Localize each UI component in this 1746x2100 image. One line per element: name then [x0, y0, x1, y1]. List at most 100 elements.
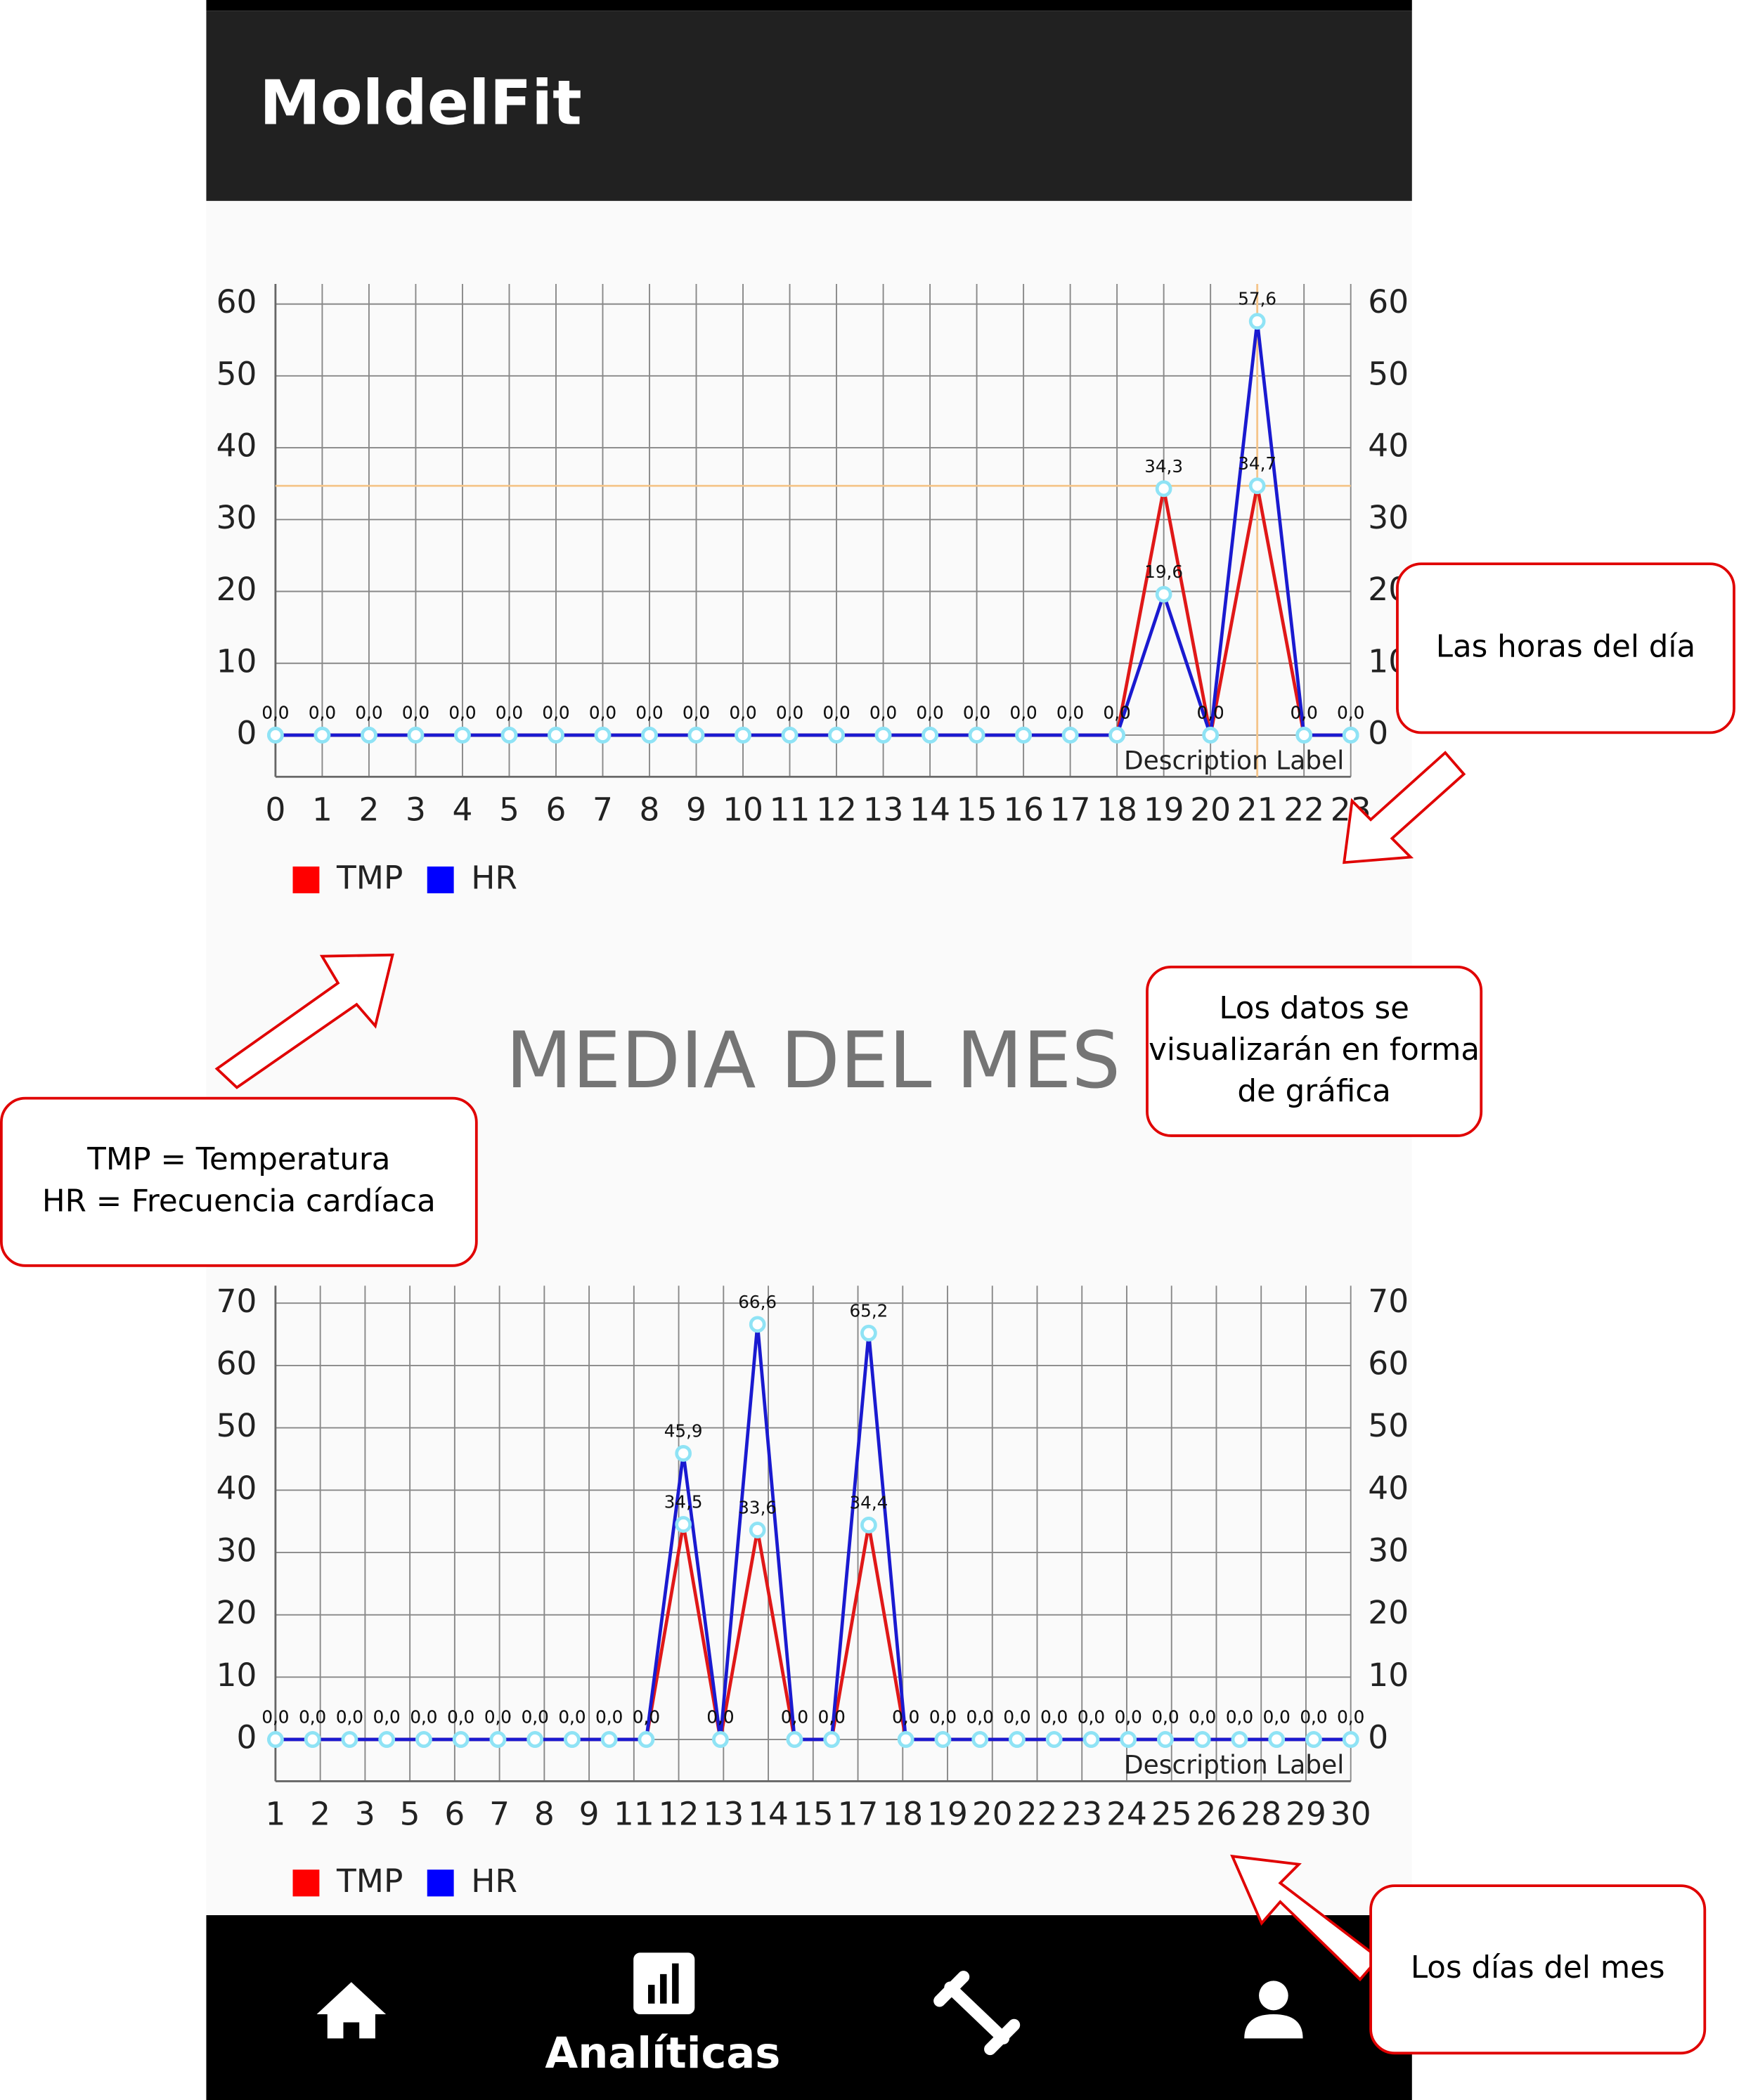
y-tick-label: 50 — [216, 1407, 257, 1444]
y-tick-label: 60 — [216, 283, 257, 320]
value-label: 0,0 — [1197, 702, 1224, 722]
value-label: 0,0 — [633, 1707, 660, 1728]
data-point — [1155, 480, 1172, 498]
data-point — [452, 1731, 470, 1748]
nav-analytics[interactable]: Analíticas — [545, 1952, 780, 2078]
nav-workout[interactable] — [933, 1971, 1021, 2056]
y-tick-label: 60 — [216, 1344, 257, 1382]
data-point — [735, 727, 751, 744]
data-point — [638, 1731, 655, 1748]
value-label: 0,0 — [522, 1707, 549, 1728]
data-point — [1342, 727, 1359, 744]
value-label: 0,0 — [496, 702, 523, 722]
y-tick-label: 30 — [216, 499, 257, 536]
value-label: 0,0 — [261, 1707, 289, 1728]
data-point — [1202, 727, 1219, 744]
x-tick-label: 7 — [593, 791, 613, 828]
value-label: 0,0 — [1263, 1707, 1291, 1728]
value-label: 0,0 — [261, 1707, 289, 1728]
app-bar — [206, 11, 1412, 201]
data-point — [548, 727, 564, 744]
y2-tick-label: 40 — [1368, 1470, 1409, 1507]
value-label: 0,0 — [309, 702, 336, 722]
value-label: 0,0 — [781, 1707, 808, 1728]
y2-tick-label: 20 — [1368, 1594, 1409, 1631]
data-point — [675, 1445, 692, 1462]
y2-tick-label: 50 — [1368, 355, 1409, 392]
value-label: 0,0 — [917, 702, 944, 722]
legend-label: HR — [471, 859, 517, 896]
value-label: 19,6 — [1144, 562, 1183, 582]
x-tick-label: 12 — [659, 1795, 699, 1832]
value-label: 0,0 — [1078, 1707, 1105, 1728]
value-label: 0,0 — [336, 1707, 363, 1728]
data-point — [489, 1731, 507, 1748]
value-label: 33,6 — [738, 1498, 777, 1518]
icon-bar — [660, 1973, 667, 2004]
profile-icon[interactable] — [1259, 1981, 1288, 2011]
value-label: 0,0 — [706, 1707, 734, 1728]
y-tick-label: 0 — [236, 714, 257, 751]
x-tick-label: 2 — [358, 791, 379, 828]
data-point — [828, 727, 845, 744]
x-tick-label: 29 — [1286, 1795, 1326, 1832]
x-tick-label: 4 — [453, 791, 473, 828]
data-point — [781, 727, 798, 744]
data-point — [1231, 1731, 1248, 1748]
x-tick-label: 16 — [1003, 791, 1044, 828]
legend-label: TMP — [336, 859, 403, 896]
value-label: 0,0 — [892, 1707, 919, 1728]
value-label: 0,0 — [635, 702, 663, 722]
data-point — [500, 727, 518, 744]
x-tick-label: 7 — [489, 1795, 510, 1832]
x-tick-label: 18 — [1097, 791, 1137, 828]
data-point — [564, 1731, 581, 1748]
data-point — [454, 727, 471, 744]
x-tick-label: 11 — [770, 791, 810, 828]
value-label: 0,0 — [869, 702, 897, 722]
x-tick-label: 28 — [1241, 1795, 1281, 1832]
value-label: 0,0 — [1040, 1707, 1068, 1728]
value-label: 0,0 — [1151, 1707, 1179, 1728]
y-tick-label: 0 — [236, 1718, 257, 1756]
x-tick-label: 22 — [1283, 791, 1324, 828]
app-title: MoldelFit — [259, 67, 582, 138]
y-tick-label: 40 — [216, 427, 257, 464]
value-label: 0,0 — [822, 702, 850, 722]
x-tick-label: 30 — [1331, 1795, 1371, 1832]
nav-label[interactable]: Analíticas — [545, 2029, 780, 2078]
data-point — [823, 1731, 841, 1748]
y2-tick-label: 30 — [1368, 1531, 1409, 1569]
data-point — [1061, 727, 1079, 744]
x-tick-label: 15 — [793, 1795, 834, 1832]
data-point — [1268, 1731, 1286, 1748]
data-point — [934, 1731, 952, 1748]
value-label: 0,0 — [1291, 702, 1318, 722]
x-tick-label: 8 — [534, 1795, 555, 1832]
value-label: 0,0 — [1226, 1707, 1253, 1728]
value-label: 0,0 — [402, 702, 429, 722]
data-point — [1120, 1731, 1137, 1748]
value-label: 0,0 — [1104, 702, 1131, 722]
value-label: 0,0 — [558, 1707, 586, 1728]
dumbbell-icon[interactable] — [944, 1981, 1010, 2044]
value-label: 0,0 — [1337, 702, 1364, 722]
data-point — [687, 727, 705, 744]
x-tick-label: 20 — [972, 1795, 1013, 1832]
value-label: 0,0 — [1189, 1707, 1216, 1728]
nav-home[interactable] — [316, 1982, 387, 2039]
dumbbell-icon — [984, 2018, 1021, 2056]
value-label: 0,0 — [522, 1707, 549, 1728]
value-label: 0,0 — [781, 1707, 808, 1728]
y2-tick-label: 50 — [1368, 1407, 1409, 1444]
x-tick-label: 2 — [310, 1795, 330, 1832]
annotation-box — [1369, 1884, 1707, 2055]
value-label: 34,7 — [1238, 453, 1276, 474]
home-icon[interactable] — [316, 1982, 387, 2039]
nav-profile[interactable] — [1244, 1981, 1303, 2039]
value-label: 0,0 — [558, 1707, 586, 1728]
data-point — [874, 727, 892, 744]
data-point — [1194, 1731, 1211, 1748]
description-label: Description Label — [1124, 1750, 1344, 1780]
